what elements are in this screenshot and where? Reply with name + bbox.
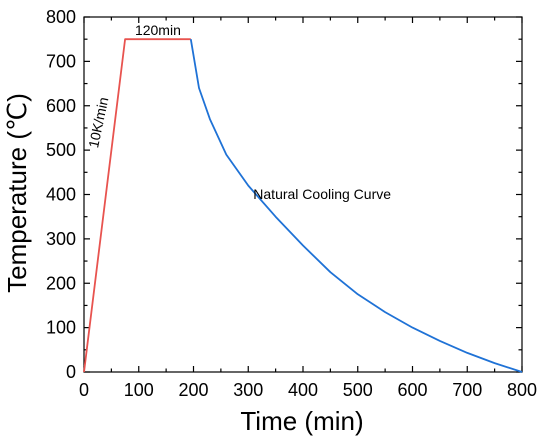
y-tick-label: 500 bbox=[46, 140, 76, 160]
series-layer bbox=[83, 38, 523, 373]
x-tick-label: 500 bbox=[343, 380, 373, 400]
x-tick-label: 600 bbox=[397, 380, 427, 400]
x-axis-title: Time (min) bbox=[240, 406, 363, 436]
annotation-label: Natural Cooling Curve bbox=[253, 186, 391, 202]
y-tick-label: 600 bbox=[46, 96, 76, 116]
y-tick-label: 700 bbox=[46, 51, 76, 71]
y-axis-ticks: 0 100 200 300 400 500 600 700 800 bbox=[46, 7, 522, 382]
annotation-layer: 120min 10K/min Natural Cooling Curve bbox=[85, 22, 391, 202]
x-tick-label: 800 bbox=[507, 380, 537, 400]
x-tick-label: 100 bbox=[124, 380, 154, 400]
y-tick-label: 800 bbox=[46, 7, 76, 27]
y-tick-label: 400 bbox=[46, 185, 76, 205]
series-cooling-line bbox=[189, 39, 523, 373]
x-axis-ticks: 0 100 200 300 400 500 600 700 800 bbox=[79, 17, 537, 400]
y-tick-label: 0 bbox=[66, 362, 76, 382]
x-tick-label: 0 bbox=[79, 380, 89, 400]
y-tick-label: 100 bbox=[46, 318, 76, 338]
y-tick-label: 300 bbox=[46, 229, 76, 249]
y-axis-title: Temperature (℃) bbox=[2, 93, 32, 293]
x-tick-label: 700 bbox=[452, 380, 482, 400]
x-tick-label: 400 bbox=[288, 380, 318, 400]
annotation-label: 120min bbox=[135, 22, 181, 38]
series-heating-hold-line bbox=[83, 38, 191, 373]
x-tick-label: 300 bbox=[233, 380, 263, 400]
x-tick-label: 200 bbox=[178, 380, 208, 400]
y-tick-label: 200 bbox=[46, 273, 76, 293]
annotation-label: 10K/min bbox=[85, 96, 111, 150]
